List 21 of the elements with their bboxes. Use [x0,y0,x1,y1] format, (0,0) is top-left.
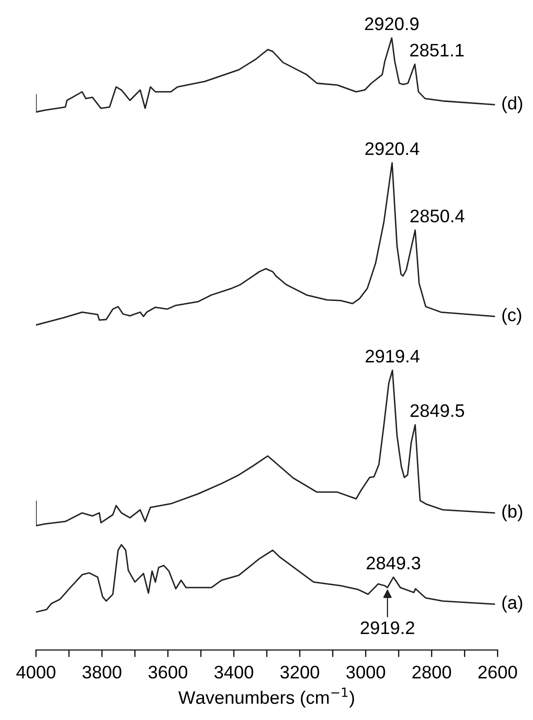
x-tick-label: 3400 [214,666,254,679]
annotation: 2850.4 [410,210,464,222]
annotation: 2920.4 [365,142,420,156]
series-label: (d) [502,96,522,114]
annotation: 2851.1 [410,44,464,57]
annotation: 2919.4 [366,350,420,363]
series-label: (c) [502,308,522,325]
annotation: 2849.3 [366,556,420,570]
x-tick-label: 4000 [16,666,56,679]
annotation: 2849.5 [410,404,464,418]
annotation: 2919.2 [360,621,414,634]
x-tick-label: 3000 [346,666,386,679]
series-label: (b) [502,504,522,522]
x-tick-label: 2800 [412,666,452,679]
series-label: (a) [502,596,522,613]
x-tick-label: 3200 [280,666,320,679]
x-tick-label: 2600 [478,666,517,679]
annotation: 2920.9 [365,17,419,30]
x-tick-label: 3600 [148,666,188,679]
x-axis-title: Wavenumbers (cm$^{−1}$) [178,688,354,708]
x-tick-label: 3800 [82,666,122,679]
